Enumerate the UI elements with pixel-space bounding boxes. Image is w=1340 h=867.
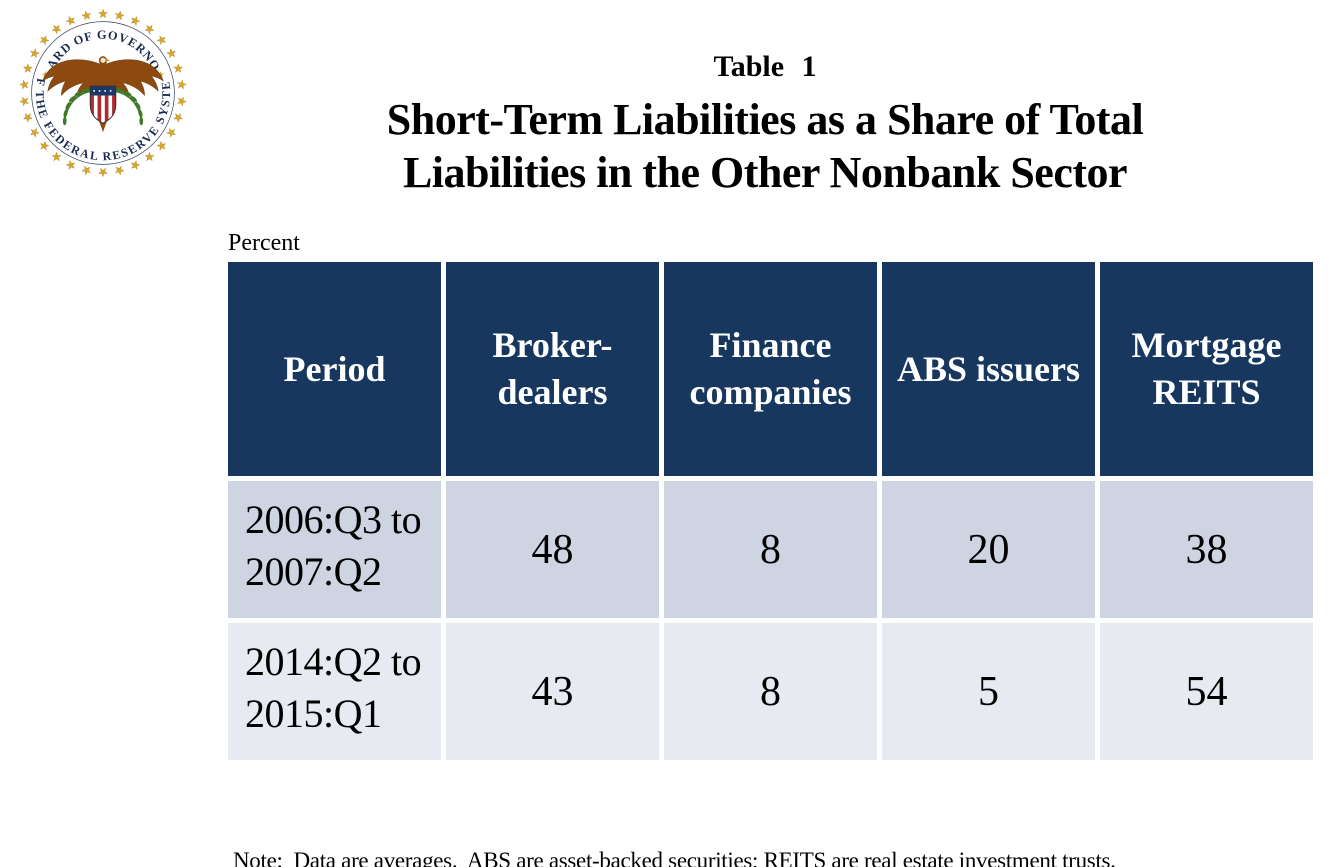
period-text: 2014:Q2 to [245,639,422,684]
note-text: Note: Data are averages. ABS are asset-b… [233,848,1116,867]
unit-label: Percent [228,230,300,256]
column-header-text: REITS [1152,372,1261,412]
column-header-text: Period [283,348,386,389]
value-cell-finance-companies: 8 [664,623,877,760]
period-text: 2015:Q1 [245,691,382,736]
column-header-text: companies [689,372,852,412]
value-cell-broker-dealers: 43 [446,623,659,760]
liabilities-table: Period Broker- dealers Finance companies… [228,262,1313,760]
page-title: Short-Term Liabilities as a Share of Tot… [200,93,1330,199]
column-header-text: dealers [497,372,608,412]
period-cell: 2006:Q3 to 2007:Q2 [228,481,441,618]
column-header-text: Broker- [492,325,613,365]
page-title-line-1: Short-Term Liabilities as a Share of Tot… [386,95,1144,144]
period-text: 2006:Q3 to [245,497,422,542]
value-cell-abs-issuers: 20 [882,481,1095,618]
column-header-abs-issuers: ABS issuers [882,262,1095,476]
footnotes: Note: Data are averages. ABS are asset-b… [233,778,1318,867]
column-header-text: ABS issuers [896,348,1081,389]
column-header-text: Finance [709,325,832,365]
column-header-finance-companies: Finance companies [664,262,877,476]
value-cell-broker-dealers: 48 [446,481,659,618]
seal-shield-icon [89,85,117,124]
period-text: 2007:Q2 [245,549,382,594]
column-header-broker-dealers: Broker- dealers [446,262,659,476]
table-number-label: Table 1 [713,50,817,83]
federal-reserve-seal-icon: BOARD OF GOVERNORS OF THE FEDERAL RESERV… [18,8,188,178]
column-header-mortgage-reits: Mortgage REITS [1100,262,1313,476]
column-header-period: Period [228,262,441,476]
value-cell-mortgage-reits: 38 [1100,481,1313,618]
value-cell-abs-issuers: 5 [882,623,1095,760]
column-header-text: Mortgage [1131,325,1282,365]
page-title-line-2: Liabilities in the Other Nonbank Sector [402,148,1128,197]
value-cell-finance-companies: 8 [664,481,877,618]
period-cell: 2014:Q2 to 2015:Q1 [228,623,441,760]
value-cell-mortgage-reits: 54 [1100,623,1313,760]
